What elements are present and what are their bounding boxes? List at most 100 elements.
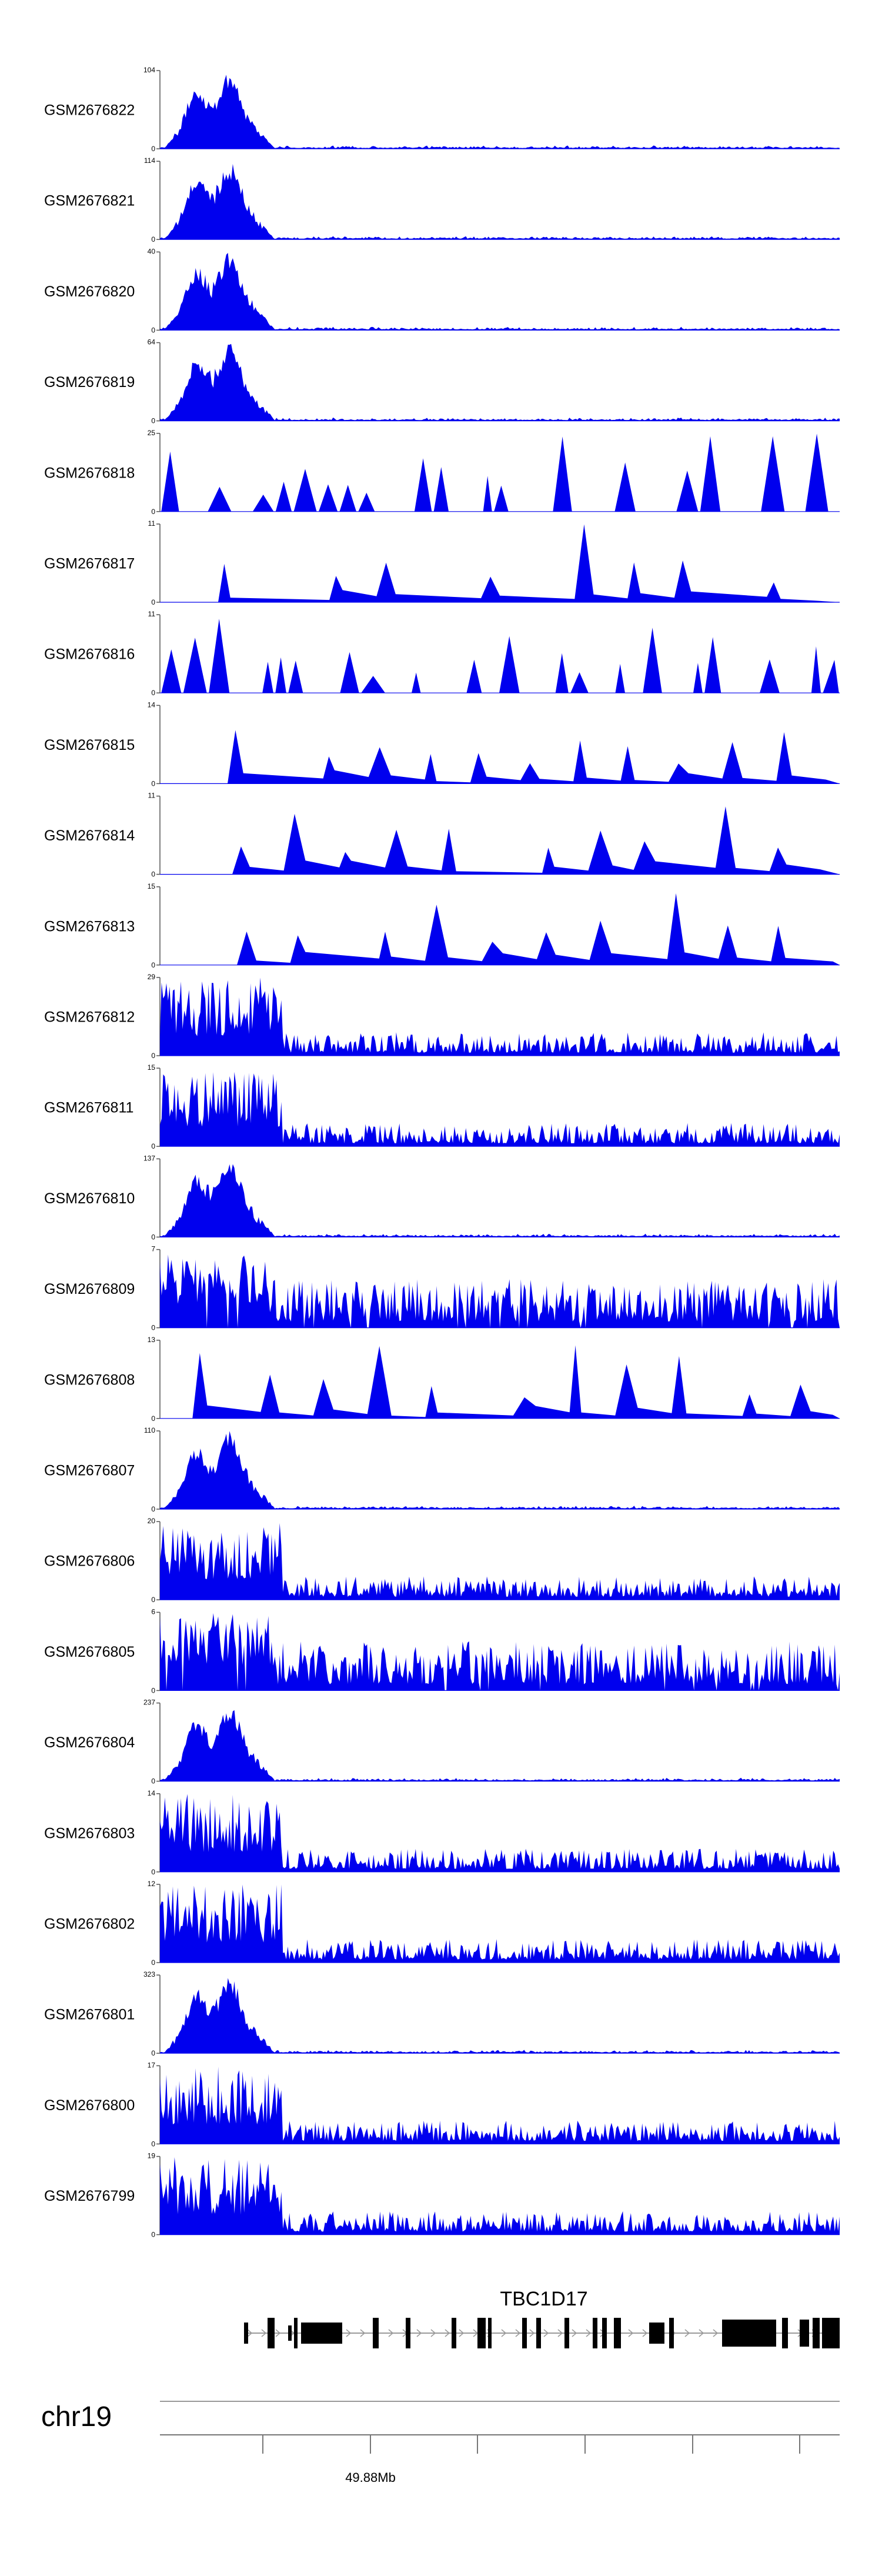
gene-exon [244, 2323, 248, 2344]
track-label: GSM2676809 [44, 1281, 135, 1297]
axis-ticks: 49.88Mb [262, 2435, 800, 2485]
axis-position-label: 49.88Mb [345, 2470, 396, 2485]
strand-arrow [557, 2329, 563, 2337]
gene-exon [722, 2320, 776, 2347]
coverage-area [160, 75, 840, 149]
coverage-area [160, 977, 840, 1056]
track-GSM2676804: GSM2676804 237 0 [44, 1699, 840, 1786]
gene-exon [593, 2318, 597, 2348]
track-ymin-label: 0 [151, 1868, 155, 1876]
gene-exon [477, 2318, 486, 2348]
track-label: GSM2676800 [44, 2097, 135, 2114]
track-GSM2676808: GSM2676808 13 0 [44, 1336, 840, 1423]
track-ymin-label: 0 [151, 1233, 155, 1241]
track-ymin-label: 0 [151, 235, 155, 243]
track-label: GSM2676818 [44, 465, 135, 481]
track-ymin-label: 0 [151, 598, 155, 606]
strand-arrow [346, 2329, 352, 2337]
strand-arrow [247, 2329, 253, 2337]
coverage-area [160, 1254, 840, 1328]
track-label: GSM2676813 [44, 918, 135, 935]
coverage-area [160, 253, 840, 331]
track-GSM2676813: GSM2676813 15 0 [44, 882, 840, 969]
strand-arrow [684, 2329, 690, 2337]
coverage-area [160, 524, 840, 602]
coverage-area [160, 433, 840, 512]
coverage-area [160, 343, 840, 421]
coverage-area [160, 2066, 840, 2144]
coverage-area [160, 1523, 840, 1600]
track-label: GSM2676819 [44, 374, 135, 391]
track-GSM2676802: GSM2676802 12 0 [44, 1880, 840, 1967]
track-GSM2676815: GSM2676815 14 0 [44, 700, 840, 788]
coverage-area [160, 1794, 840, 1872]
gene-exon [406, 2318, 410, 2348]
gene-exon [782, 2318, 788, 2348]
track-ymax-label: 25 [148, 429, 156, 437]
track-label: GSM2676810 [44, 1190, 135, 1207]
coverage-area [160, 730, 840, 784]
coverage-tracks: GSM2676822 104 0 GSM2676821 114 0 GSM2676820 40… [44, 66, 840, 2239]
track-ymax-label: 6 [151, 1607, 155, 1616]
gene-exon [536, 2318, 541, 2348]
track-GSM2676816: GSM2676816 11 0 [44, 610, 840, 697]
coverage-area [160, 806, 840, 875]
track-ymax-label: 12 [148, 1880, 156, 1888]
gene-name-label: TBC1D17 [500, 2288, 587, 2310]
track-ymin-label: 0 [151, 1777, 155, 1786]
coverage-area [160, 1164, 840, 1237]
coverage-area [160, 2157, 840, 2235]
track-ymin-label: 0 [151, 1505, 155, 1513]
track-ymax-label: 11 [148, 610, 156, 618]
track-GSM2676812: GSM2676812 29 0 [44, 973, 840, 1060]
strand-arrow [275, 2329, 281, 2337]
strand-arrow [529, 2329, 535, 2337]
strand-arrow [501, 2329, 507, 2337]
gene-exon [452, 2318, 456, 2348]
track-ymax-label: 14 [148, 700, 156, 709]
gene-exon [813, 2318, 820, 2348]
genome-axis: chr19 49.88Mb [41, 2401, 840, 2485]
track-ymax-label: 29 [148, 973, 156, 981]
coverage-area [160, 1431, 840, 1509]
track-ymax-label: 137 [143, 1154, 155, 1162]
strand-arrow [515, 2329, 521, 2337]
track-ymax-label: 17 [148, 2061, 156, 2069]
track-GSM2676806: GSM2676806 20 0 [44, 1517, 840, 1604]
track-label: GSM2676812 [44, 1009, 135, 1026]
gene-exon [294, 2318, 298, 2348]
track-label: GSM2676821 [44, 193, 135, 209]
gene-track: TBC1D17 [244, 2288, 840, 2348]
track-ymax-label: 114 [144, 156, 155, 165]
gene-exons [244, 2318, 840, 2348]
track-ymin-label: 0 [151, 1686, 155, 1694]
track-label: GSM2676822 [44, 102, 135, 119]
track-ymax-label: 7 [151, 1245, 155, 1253]
track-GSM2676801: GSM2676801 323 0 [44, 1970, 840, 2057]
track-ymax-label: 40 [148, 247, 156, 255]
track-GSM2676809: GSM2676809 7 0 [44, 1245, 840, 1332]
track-GSM2676814: GSM2676814 11 0 [44, 792, 840, 879]
track-ymin-label: 0 [151, 417, 155, 425]
track-label: GSM2676804 [44, 1734, 135, 1751]
track-label: GSM2676805 [44, 1644, 135, 1660]
track-ymin-label: 0 [151, 689, 155, 697]
track-label: GSM2676816 [44, 646, 135, 663]
track-GSM2676820: GSM2676820 40 0 [44, 247, 840, 334]
track-ymin-label: 0 [151, 779, 155, 788]
coverage-area [160, 1072, 840, 1147]
track-label: GSM2676799 [44, 2188, 135, 2204]
coverage-area [160, 1613, 840, 1691]
gene-exon [268, 2318, 275, 2348]
track-GSM2676811: GSM2676811 15 0 [44, 1063, 840, 1150]
strand-arrow [572, 2329, 577, 2337]
track-GSM2676819: GSM2676819 64 0 [44, 338, 840, 425]
track-ymin-label: 0 [151, 508, 155, 516]
strand-arrow [261, 2329, 267, 2337]
track-ymax-label: 104 [143, 66, 155, 74]
track-label: GSM2676801 [44, 2007, 135, 2023]
track-ymax-label: 14 [148, 1789, 156, 1797]
track-ymin-label: 0 [151, 145, 155, 153]
track-GSM2676805: GSM2676805 6 0 [44, 1607, 840, 1694]
